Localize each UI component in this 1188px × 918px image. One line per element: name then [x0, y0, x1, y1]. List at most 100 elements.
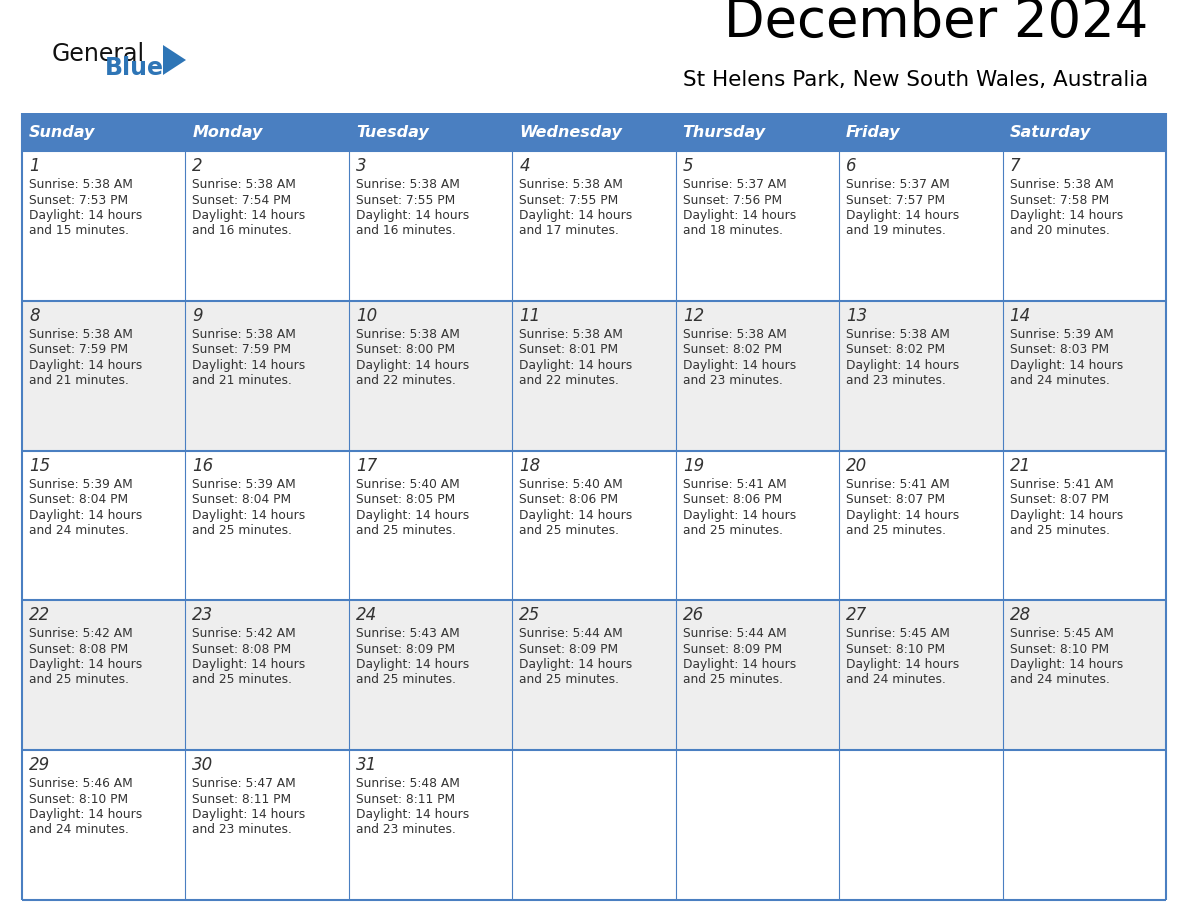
Text: 21: 21 [1010, 456, 1031, 475]
Text: 11: 11 [519, 307, 541, 325]
Text: Sunrise: 5:37 AM: Sunrise: 5:37 AM [683, 178, 786, 191]
Text: 22: 22 [29, 607, 50, 624]
Text: 10: 10 [356, 307, 377, 325]
Text: Sunrise: 5:38 AM: Sunrise: 5:38 AM [29, 328, 133, 341]
Text: Sunset: 7:59 PM: Sunset: 7:59 PM [29, 343, 128, 356]
Text: Daylight: 14 hours
and 21 minutes.: Daylight: 14 hours and 21 minutes. [29, 359, 143, 386]
Text: Blue: Blue [105, 56, 164, 80]
Text: Friday: Friday [846, 125, 901, 140]
Text: Daylight: 14 hours
and 16 minutes.: Daylight: 14 hours and 16 minutes. [192, 209, 305, 237]
Text: Sunset: 8:07 PM: Sunset: 8:07 PM [846, 493, 946, 506]
Text: 31: 31 [356, 756, 377, 774]
Text: 7: 7 [1010, 157, 1020, 175]
Bar [23, 451, 1165, 600]
Text: Sunrise: 5:45 AM: Sunrise: 5:45 AM [1010, 627, 1113, 641]
Text: Sunrise: 5:38 AM: Sunrise: 5:38 AM [356, 178, 460, 191]
Text: Daylight: 14 hours
and 15 minutes.: Daylight: 14 hours and 15 minutes. [29, 209, 143, 237]
Text: Thursday: Thursday [683, 125, 766, 140]
Text: Daylight: 14 hours
and 23 minutes.: Daylight: 14 hours and 23 minutes. [192, 808, 305, 836]
Text: Sunset: 7:55 PM: Sunset: 7:55 PM [356, 194, 455, 207]
Text: Sunrise: 5:41 AM: Sunrise: 5:41 AM [846, 477, 950, 490]
Text: Daylight: 14 hours
and 25 minutes.: Daylight: 14 hours and 25 minutes. [846, 509, 960, 537]
Text: Sunrise: 5:46 AM: Sunrise: 5:46 AM [29, 778, 133, 790]
Text: Sunrise: 5:41 AM: Sunrise: 5:41 AM [683, 477, 786, 490]
Bar [839, 113, 1003, 151]
Bar [23, 151, 1165, 301]
Text: Daylight: 14 hours
and 17 minutes.: Daylight: 14 hours and 17 minutes. [519, 209, 632, 237]
Text: Tuesday: Tuesday [356, 125, 429, 140]
Text: Sunrise: 5:48 AM: Sunrise: 5:48 AM [356, 778, 460, 790]
Text: Daylight: 14 hours
and 25 minutes.: Daylight: 14 hours and 25 minutes. [519, 658, 632, 687]
Text: 1: 1 [29, 157, 39, 175]
Text: Sunset: 8:08 PM: Sunset: 8:08 PM [192, 643, 292, 655]
Text: Daylight: 14 hours
and 25 minutes.: Daylight: 14 hours and 25 minutes. [683, 509, 796, 537]
Text: Daylight: 14 hours
and 25 minutes.: Daylight: 14 hours and 25 minutes. [192, 509, 305, 537]
Text: Sunset: 7:54 PM: Sunset: 7:54 PM [192, 194, 291, 207]
Text: Daylight: 14 hours
and 18 minutes.: Daylight: 14 hours and 18 minutes. [683, 209, 796, 237]
Text: 13: 13 [846, 307, 867, 325]
Text: Sunset: 8:11 PM: Sunset: 8:11 PM [356, 793, 455, 806]
Bar [512, 113, 676, 151]
Text: Daylight: 14 hours
and 23 minutes.: Daylight: 14 hours and 23 minutes. [356, 808, 469, 836]
Text: Sunrise: 5:44 AM: Sunrise: 5:44 AM [683, 627, 786, 641]
Text: General: General [52, 42, 145, 66]
Text: Sunset: 8:07 PM: Sunset: 8:07 PM [1010, 493, 1108, 506]
Text: Sunset: 7:59 PM: Sunset: 7:59 PM [192, 343, 291, 356]
Text: Daylight: 14 hours
and 25 minutes.: Daylight: 14 hours and 25 minutes. [1010, 509, 1123, 537]
Text: Sunset: 8:10 PM: Sunset: 8:10 PM [29, 793, 128, 806]
Text: Saturday: Saturday [1010, 125, 1091, 140]
Text: Sunrise: 5:41 AM: Sunrise: 5:41 AM [1010, 477, 1113, 490]
Text: December 2024: December 2024 [723, 0, 1148, 48]
Text: Sunrise: 5:38 AM: Sunrise: 5:38 AM [519, 328, 624, 341]
Text: Sunrise: 5:38 AM: Sunrise: 5:38 AM [356, 328, 460, 341]
Text: Sunrise: 5:42 AM: Sunrise: 5:42 AM [192, 627, 296, 641]
Text: 4: 4 [519, 157, 530, 175]
Bar [349, 113, 512, 151]
Text: Sunrise: 5:42 AM: Sunrise: 5:42 AM [29, 627, 133, 641]
Text: Sunrise: 5:37 AM: Sunrise: 5:37 AM [846, 178, 950, 191]
Text: 24: 24 [356, 607, 377, 624]
Text: Sunrise: 5:38 AM: Sunrise: 5:38 AM [192, 328, 296, 341]
Text: Sunset: 8:05 PM: Sunset: 8:05 PM [356, 493, 455, 506]
Text: Daylight: 14 hours
and 16 minutes.: Daylight: 14 hours and 16 minutes. [356, 209, 469, 237]
Text: Daylight: 14 hours
and 24 minutes.: Daylight: 14 hours and 24 minutes. [846, 658, 960, 687]
Text: 9: 9 [192, 307, 203, 325]
Text: Sunset: 8:10 PM: Sunset: 8:10 PM [846, 643, 946, 655]
Text: 2: 2 [192, 157, 203, 175]
Bar [23, 600, 1165, 750]
Text: Sunset: 8:04 PM: Sunset: 8:04 PM [192, 493, 291, 506]
Text: 29: 29 [29, 756, 50, 774]
Text: 15: 15 [29, 456, 50, 475]
Text: Sunrise: 5:38 AM: Sunrise: 5:38 AM [846, 328, 950, 341]
Text: Sunset: 8:11 PM: Sunset: 8:11 PM [192, 793, 291, 806]
Text: Sunrise: 5:43 AM: Sunrise: 5:43 AM [356, 627, 460, 641]
Bar [23, 113, 185, 151]
Text: Sunset: 7:53 PM: Sunset: 7:53 PM [29, 194, 128, 207]
Text: Daylight: 14 hours
and 24 minutes.: Daylight: 14 hours and 24 minutes. [1010, 658, 1123, 687]
Text: Sunrise: 5:44 AM: Sunrise: 5:44 AM [519, 627, 623, 641]
Text: 17: 17 [356, 456, 377, 475]
Text: Sunset: 8:09 PM: Sunset: 8:09 PM [683, 643, 782, 655]
Text: Sunset: 8:10 PM: Sunset: 8:10 PM [1010, 643, 1108, 655]
Text: Daylight: 14 hours
and 24 minutes.: Daylight: 14 hours and 24 minutes. [29, 509, 143, 537]
Text: Daylight: 14 hours
and 25 minutes.: Daylight: 14 hours and 25 minutes. [192, 658, 305, 687]
Text: Sunset: 8:01 PM: Sunset: 8:01 PM [519, 343, 619, 356]
Text: 16: 16 [192, 456, 214, 475]
Text: Sunset: 8:06 PM: Sunset: 8:06 PM [683, 493, 782, 506]
Text: Sunrise: 5:38 AM: Sunrise: 5:38 AM [519, 178, 624, 191]
Text: Sunset: 8:09 PM: Sunset: 8:09 PM [356, 643, 455, 655]
Text: Sunrise: 5:38 AM: Sunrise: 5:38 AM [1010, 178, 1113, 191]
Text: Sunset: 8:00 PM: Sunset: 8:00 PM [356, 343, 455, 356]
Text: 8: 8 [29, 307, 39, 325]
Text: 3: 3 [356, 157, 366, 175]
Text: Daylight: 14 hours
and 25 minutes.: Daylight: 14 hours and 25 minutes. [356, 509, 469, 537]
Polygon shape [163, 45, 187, 75]
Bar [23, 301, 1165, 451]
Text: Sunrise: 5:39 AM: Sunrise: 5:39 AM [192, 477, 296, 490]
Text: Daylight: 14 hours
and 22 minutes.: Daylight: 14 hours and 22 minutes. [356, 359, 469, 386]
Text: Sunrise: 5:40 AM: Sunrise: 5:40 AM [356, 477, 460, 490]
Text: Sunset: 7:57 PM: Sunset: 7:57 PM [846, 194, 946, 207]
Text: Daylight: 14 hours
and 23 minutes.: Daylight: 14 hours and 23 minutes. [846, 359, 960, 386]
Text: Sunset: 8:04 PM: Sunset: 8:04 PM [29, 493, 128, 506]
Text: Daylight: 14 hours
and 21 minutes.: Daylight: 14 hours and 21 minutes. [192, 359, 305, 386]
